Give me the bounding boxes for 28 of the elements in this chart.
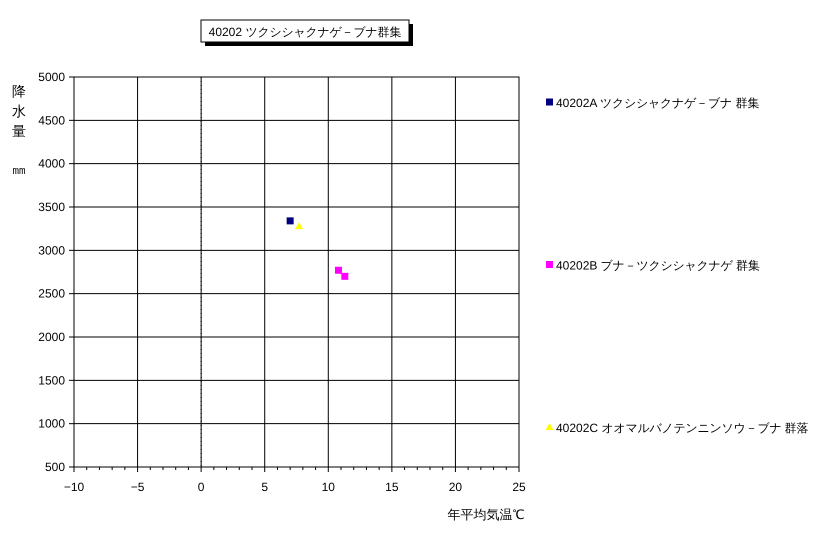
y-tick-label: 3000 xyxy=(38,243,66,258)
y-tick-label: 500 xyxy=(44,460,66,474)
legend-label: 40202B ブナ－ツクシシャクナゲ 群集 xyxy=(556,258,760,272)
y-tick-label: 3500 xyxy=(38,200,66,214)
point xyxy=(341,272,348,280)
x-tick-label: 15 xyxy=(385,480,399,494)
legend-label: 40202A ツクシシャクナゲ－ブナ 群集 xyxy=(556,96,760,110)
x-tick-label: 10 xyxy=(322,480,336,494)
y-tick-label: 2500 xyxy=(38,286,66,301)
x-tick-label: 0 xyxy=(198,480,205,494)
point xyxy=(286,217,294,224)
x-tick-label: −5 xyxy=(130,480,145,494)
y-tick-label: 4500 xyxy=(38,113,66,128)
chart-title: 40202 ツクシシャクナゲ－ブナ群集 xyxy=(208,25,402,39)
x-tick-label: 25 xyxy=(512,480,526,494)
y-tick-label: 5000 xyxy=(38,70,66,84)
point xyxy=(295,222,304,230)
y-tick-label: 1500 xyxy=(38,373,66,388)
point xyxy=(334,266,342,274)
x-tick-label: 5 xyxy=(261,480,268,494)
legend-label: 40202C オオマルバノテンニンソウ－ブナ 群落 xyxy=(556,421,809,435)
y-tick-label: 2000 xyxy=(38,330,66,344)
y-tick-label: 4000 xyxy=(38,156,66,171)
x-tick-label: 20 xyxy=(448,480,462,494)
y-tick-label: 1000 xyxy=(38,416,66,431)
x-axis-title: 年平均気温℃ xyxy=(448,507,524,522)
text: 降水量㎜ xyxy=(12,83,26,177)
x-tick-label: −10 xyxy=(64,480,84,494)
